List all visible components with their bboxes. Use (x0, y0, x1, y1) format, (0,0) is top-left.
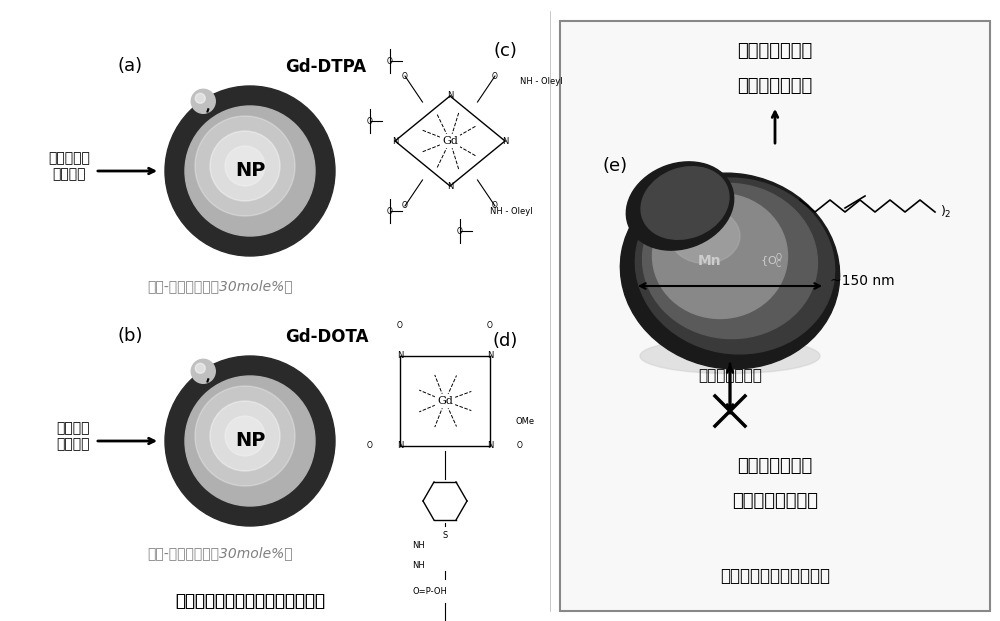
Text: Gd: Gd (437, 396, 453, 406)
Text: NH - Oleyl: NH - Oleyl (490, 207, 533, 215)
Ellipse shape (635, 178, 835, 354)
Text: N: N (487, 351, 493, 361)
Text: 血管表达成像无效: 血管表达成像无效 (732, 492, 818, 510)
Text: 对致密抗原分布: 对致密抗原分布 (737, 42, 813, 60)
Circle shape (185, 106, 315, 236)
Circle shape (165, 86, 335, 256)
Text: Gd-DOTA: Gd-DOTA (285, 328, 368, 346)
Text: (b): (b) (117, 327, 143, 345)
Text: 对更稀疏的新生: 对更稀疏的新生 (737, 457, 813, 475)
Text: N: N (447, 91, 453, 101)
Text: 锰基纳米粒子的合成方法: 锰基纳米粒子的合成方法 (720, 567, 830, 585)
Text: N: N (447, 181, 453, 191)
Text: (d): (d) (492, 332, 518, 350)
Text: O=P-OH: O=P-OH (413, 586, 447, 596)
Circle shape (225, 146, 265, 186)
Text: (e): (e) (602, 157, 628, 175)
Text: N: N (397, 442, 403, 450)
Text: 急性补体
激活反应: 急性补体 激活反应 (56, 421, 90, 451)
Text: ~150 nm: ~150 nm (830, 274, 895, 288)
Text: N: N (392, 137, 398, 145)
Text: O: O (367, 442, 373, 450)
Text: NP: NP (235, 432, 265, 450)
Circle shape (195, 93, 205, 103)
Text: N: N (397, 351, 403, 361)
Text: O: O (367, 117, 373, 125)
Text: O: O (457, 227, 463, 235)
Circle shape (195, 116, 295, 216)
Circle shape (191, 360, 215, 383)
Text: 油酸锰纳米粒子: 油酸锰纳米粒子 (698, 368, 762, 384)
Text: NP: NP (235, 161, 265, 181)
Text: $\{$O$_{\rm C}^{\rm O}$: $\{$O$_{\rm C}^{\rm O}$ (760, 252, 784, 271)
Ellipse shape (641, 166, 729, 239)
Text: (a): (a) (117, 57, 143, 75)
Text: O: O (487, 322, 493, 330)
Text: Gd-DTPA: Gd-DTPA (285, 58, 366, 76)
Ellipse shape (643, 183, 817, 338)
Text: S: S (442, 532, 448, 540)
Text: NH: NH (412, 542, 425, 550)
Text: O: O (387, 207, 393, 215)
Text: Gd: Gd (442, 136, 458, 146)
Text: N: N (502, 137, 508, 145)
Text: O: O (397, 322, 403, 330)
Text: N: N (487, 442, 493, 450)
Circle shape (191, 89, 215, 113)
Text: O: O (492, 201, 498, 211)
Ellipse shape (620, 173, 840, 369)
Circle shape (165, 356, 335, 526)
Text: 环状-钆（表面含量30mole%）: 环状-钆（表面含量30mole%） (147, 546, 293, 560)
Text: Mn: Mn (698, 254, 722, 268)
Circle shape (195, 386, 295, 486)
Text: O: O (492, 71, 498, 81)
Text: (c): (c) (493, 42, 517, 60)
Circle shape (185, 376, 315, 506)
FancyBboxPatch shape (560, 21, 990, 611)
Text: $)_2$: $)_2$ (940, 204, 952, 220)
Ellipse shape (670, 209, 740, 263)
Text: O: O (402, 71, 408, 81)
Text: 钆基纳米粒子的合成方法及副作用: 钆基纳米粒子的合成方法及副作用 (175, 592, 325, 610)
Circle shape (210, 131, 280, 201)
Text: 钆基纳米粒子的合成方法及副作用: 钆基纳米粒子的合成方法及副作用 (175, 592, 325, 610)
Text: O: O (387, 57, 393, 65)
Text: 纤维素成像有效: 纤维素成像有效 (737, 77, 813, 95)
Circle shape (210, 401, 280, 471)
Text: 肾源性系统
性纤维化: 肾源性系统 性纤维化 (48, 151, 90, 181)
Circle shape (195, 363, 205, 373)
Text: 线状-钆（表面含量30mole%）: 线状-钆（表面含量30mole%） (147, 279, 293, 293)
Ellipse shape (640, 338, 820, 373)
Text: NH - Oleyl: NH - Oleyl (520, 76, 563, 86)
Text: OMe: OMe (515, 417, 534, 425)
Ellipse shape (626, 162, 734, 250)
Text: NH: NH (412, 561, 425, 571)
Text: O: O (517, 442, 523, 450)
Text: O: O (402, 201, 408, 211)
Circle shape (225, 416, 265, 456)
Ellipse shape (652, 194, 788, 319)
